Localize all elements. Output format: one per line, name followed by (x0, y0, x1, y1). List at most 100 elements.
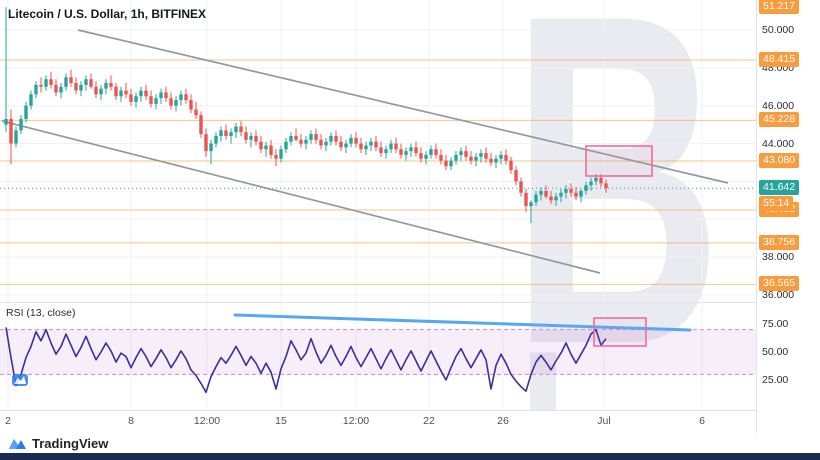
candle-body (259, 141, 263, 150)
candle-body (174, 100, 178, 106)
candle-body (9, 118, 13, 144)
candle-body (399, 149, 403, 155)
candle-body (209, 143, 213, 152)
candle-body (354, 137, 358, 144)
highlight-box-main[interactable] (585, 145, 653, 177)
price-axis-label: 36.000 (762, 289, 795, 302)
candle-body (604, 183, 608, 189)
candle-body (554, 196, 558, 201)
candle-body (144, 90, 148, 97)
time-axis-label: Jul (597, 415, 611, 427)
candle-body (164, 92, 168, 99)
candle-body (439, 154, 443, 161)
candle-body (319, 139, 323, 146)
candle-body (184, 94, 188, 101)
candle-body (304, 139, 308, 144)
candle-body (514, 170, 518, 182)
candle-body (224, 130, 228, 137)
candle-body (309, 134, 313, 140)
candle-body (244, 132, 248, 140)
candle-body (139, 90, 143, 97)
candle-body (569, 189, 573, 193)
time-axis-label: 26 (497, 415, 509, 427)
candle-body (594, 177, 598, 182)
candle-body (284, 141, 288, 150)
candle-body (124, 90, 128, 95)
candle-body (379, 147, 383, 154)
candle-body (64, 77, 68, 87)
rsi-indicator-label[interactable]: RSI (13, close) (6, 307, 76, 319)
candle-body (49, 79, 53, 85)
candle-body (499, 154, 503, 159)
candle-body (129, 94, 133, 102)
candle-body (149, 96, 153, 104)
candle-body (359, 143, 363, 150)
tradingview-logo-icon (9, 439, 26, 449)
candle-body (559, 192, 563, 197)
candle-body (509, 160, 513, 171)
candle-body (484, 153, 488, 159)
candle-body (349, 137, 353, 144)
price-level-badge: 51.217 (759, 0, 800, 14)
candle-body (199, 115, 203, 135)
symbol-title[interactable]: Litecoin / U.S. Dollar, 1h, BITFINEX (8, 7, 207, 21)
highlight-box-rsi[interactable] (593, 317, 647, 347)
candle-body (479, 153, 483, 157)
main-chart-svg[interactable] (0, 0, 756, 302)
price-axis[interactable]: 50.000 48.000 46.000 44.000 38.000 36.000 51.2… (756, 0, 820, 433)
tradingview-logo[interactable]: TradingView (8, 436, 108, 451)
time-axis[interactable]: 2 8 12:00 15 12:00 22 26 Jul 6 (0, 411, 756, 433)
candle-body (99, 88, 103, 95)
candle-body (574, 192, 578, 197)
price-axis-label: 46.000 (762, 99, 795, 112)
candle-body (339, 141, 343, 148)
candle-body (279, 149, 283, 159)
candle-body (294, 136, 298, 140)
candle-body (89, 79, 93, 87)
candle-body (584, 185, 588, 191)
trendline-lower-channel[interactable] (1, 120, 601, 274)
candle-body (59, 86, 63, 93)
candle-body (534, 194, 538, 203)
candle-body (194, 109, 198, 116)
candle-body (454, 154, 458, 161)
candle-body (544, 190, 548, 197)
candle-body (409, 147, 413, 152)
candle-body (154, 98, 158, 104)
candle-body (459, 151, 463, 155)
candle-body (69, 77, 73, 84)
candle-body (54, 84, 58, 93)
candle-body (469, 156, 473, 161)
main-chart-pane[interactable]: Litecoin / U.S. Dollar, 1h, BITFINEX (0, 0, 756, 303)
candle-body (179, 94, 183, 101)
candle-body (414, 147, 418, 154)
candle-body (394, 143, 398, 150)
candle-body (104, 83, 108, 89)
candle-body (494, 158, 498, 163)
candle-body (539, 190, 543, 195)
candle-body (264, 145, 268, 150)
candle-body (384, 149, 388, 154)
time-axis-label: 12:00 (193, 415, 221, 427)
candle-body (599, 177, 603, 184)
trendline-upper-channel[interactable] (77, 29, 729, 184)
candle-body (4, 118, 8, 125)
rsi-trendline[interactable] (233, 313, 692, 332)
candle-body (374, 141, 378, 148)
price-level-badge: 36.565 (759, 276, 800, 292)
price-level-badge: 48.415 (759, 52, 800, 67)
candle-body (214, 136, 218, 144)
candle-body (274, 154, 278, 159)
candle-body (424, 154, 428, 159)
candle-body (249, 136, 253, 140)
price-level-badge: 38.756 (759, 234, 800, 250)
rsi-pane[interactable]: RSI (13, close) (0, 303, 756, 411)
candle-body (229, 132, 233, 137)
rsi-axis-label: 50.00 (762, 346, 789, 358)
bottom-bar (0, 453, 820, 460)
candle-body (94, 86, 98, 95)
candle-body (74, 83, 78, 91)
rsi-chart-svg[interactable] (0, 303, 756, 410)
candle-body (389, 143, 393, 150)
